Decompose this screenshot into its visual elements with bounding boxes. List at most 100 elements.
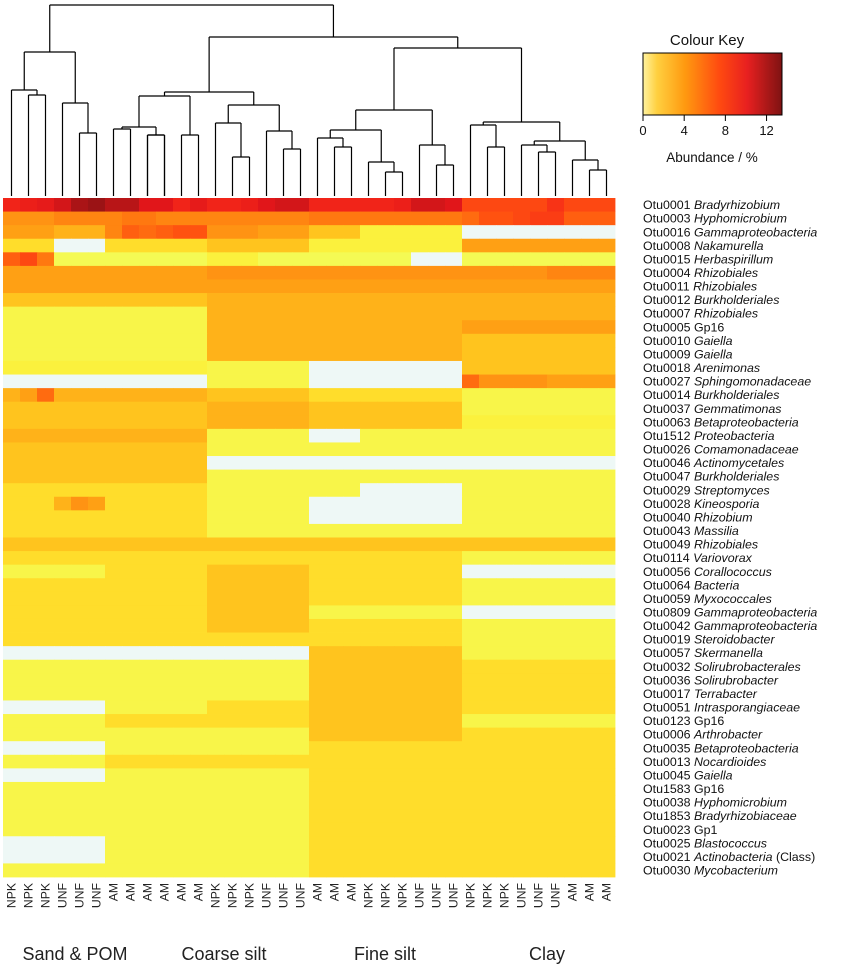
heatmap-cell [241, 632, 259, 647]
heatmap-cell [122, 483, 140, 498]
heatmap-cell [88, 659, 106, 674]
heatmap-cell [20, 727, 38, 742]
heatmap-cell [173, 306, 191, 321]
heatmap-cell [258, 578, 276, 593]
heatmap-cell [530, 863, 548, 878]
row-label-taxon: Nocardioides [694, 755, 766, 769]
heatmap-cell [598, 754, 616, 769]
heatmap-cell [292, 564, 310, 579]
heatmap-cell [326, 781, 344, 796]
heatmap-cell [139, 252, 157, 267]
heatmap-cell [156, 686, 174, 701]
heatmap-cell [122, 754, 140, 769]
heatmap-cell [462, 591, 480, 606]
heatmap-cell [275, 265, 293, 280]
row-label-taxon: Proteobacteria [694, 429, 775, 443]
heatmap-cell [156, 578, 174, 593]
heatmap-cell [190, 863, 208, 878]
heatmap-cell [394, 456, 412, 470]
heatmap-cell [292, 496, 310, 511]
heatmap-cell [598, 469, 616, 484]
heatmap-cell [20, 632, 38, 647]
heatmap-cell [54, 510, 72, 525]
heatmap-cell [258, 741, 276, 756]
heatmap-cell [547, 523, 565, 538]
heatmap-cell [207, 415, 225, 430]
heatmap-cell [462, 714, 480, 729]
row-label-taxon: Gp16 [694, 320, 724, 334]
heatmap-cell [428, 401, 446, 416]
heatmap-cell [360, 863, 378, 878]
column-label: AM [311, 883, 325, 901]
row-label-taxon: Rhizobiales [694, 538, 758, 552]
row-label-taxon: Herbaspirillum [694, 252, 773, 266]
heatmap-cell [598, 849, 616, 864]
heatmap-cell [105, 238, 123, 253]
heatmap-cell [190, 523, 208, 538]
heatmap-cell [428, 360, 446, 375]
heatmap-cell [309, 714, 327, 729]
heatmap-cell [3, 591, 21, 606]
heatmap-cell [37, 591, 55, 606]
heatmap-cell [3, 714, 21, 729]
heatmap-cell [88, 849, 106, 864]
heatmap-cell [445, 442, 463, 457]
heatmap-cell [428, 293, 446, 308]
heatmap-cell [258, 551, 276, 566]
heatmap-cell [530, 822, 548, 837]
heatmap-cell [20, 415, 38, 430]
heatmap-cell [88, 605, 106, 620]
heatmap-cell [377, 781, 395, 796]
row-label-id: Otu0014 [643, 388, 694, 402]
heatmap-cell [105, 822, 123, 837]
heatmap-cell [275, 632, 293, 647]
heatmap-cell [190, 754, 208, 769]
heatmap-cell [241, 836, 259, 851]
heatmap-cell [377, 578, 395, 593]
heatmap-cell [241, 768, 259, 783]
heatmap-cell [581, 741, 599, 756]
heatmap-cell [394, 605, 412, 620]
heatmap-cell [173, 442, 191, 457]
column-label: AM [345, 883, 359, 901]
heatmap-cell [598, 456, 616, 470]
heatmap-cell [581, 700, 599, 715]
heatmap-cell [37, 483, 55, 498]
heatmap-cell [445, 537, 463, 552]
heatmap-cell [139, 496, 157, 511]
heatmap-cell [377, 551, 395, 566]
heatmap-cell [224, 768, 242, 783]
heatmap-cell [445, 618, 463, 633]
heatmap-cell [377, 225, 395, 240]
heatmap-cell [37, 686, 55, 701]
heatmap-cell [479, 578, 497, 593]
heatmap-cell [428, 238, 446, 253]
heatmap-cell [513, 442, 531, 457]
heatmap-cell [377, 265, 395, 280]
heatmap-cell [122, 333, 140, 348]
heatmap-cell [462, 265, 480, 280]
heatmap-cell [20, 591, 38, 606]
heatmap-cell [207, 686, 225, 701]
heatmap-cell [394, 537, 412, 552]
heatmap-cell [326, 442, 344, 457]
heatmap-cell [445, 591, 463, 606]
heatmap-cell [207, 741, 225, 756]
heatmap-cell [122, 293, 140, 308]
heatmap-cell [343, 483, 361, 498]
heatmap-cell [564, 252, 582, 267]
heatmap-cell [564, 795, 582, 810]
heatmap-cell [20, 714, 38, 729]
heatmap-cell [275, 659, 293, 674]
heatmap-cell [343, 768, 361, 783]
heatmap-cell [122, 252, 140, 267]
heatmap-cell [20, 836, 38, 851]
row-label-id: Otu0042 [643, 619, 694, 633]
heatmap-cell [598, 564, 616, 579]
heatmap-cell [394, 293, 412, 308]
heatmap-cell [190, 659, 208, 674]
heatmap-cell [445, 225, 463, 240]
heatmap-cell [428, 279, 446, 294]
heatmap-cell [598, 238, 616, 253]
heatmap-cell [173, 333, 191, 348]
